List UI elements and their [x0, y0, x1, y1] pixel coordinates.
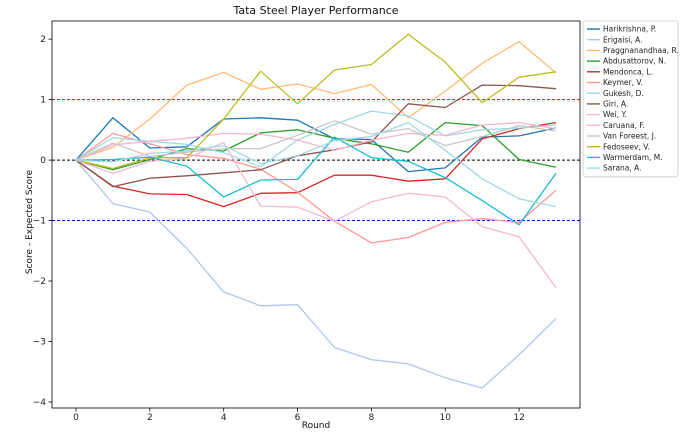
legend-label-12: Warmerdam, M. — [603, 153, 663, 162]
y-tick-label-4: 0 — [40, 156, 46, 166]
series-line-10 — [75, 120, 557, 161]
x-tick-label-6: 12 — [513, 413, 524, 423]
legend-label-13: Sarana, A. — [603, 164, 642, 173]
y-tick-label-6: 2 — [40, 35, 46, 45]
y-tick-label-5: 1 — [40, 96, 46, 106]
series-line-5 — [75, 132, 557, 244]
x-tick-label-3: 6 — [295, 413, 301, 423]
legend-label-0: Harikrishna, P. — [603, 25, 656, 34]
legend-label-10: Van Foreest, J. — [603, 132, 656, 141]
legend-label-4: Mendonca, L. — [603, 67, 653, 76]
legend-label-1: Erigaisi, A. — [603, 35, 643, 44]
legend-label-5: Keymer, V. — [603, 78, 643, 87]
x-tick-label-2: 4 — [221, 413, 227, 423]
y-tick-label-1: −3 — [33, 337, 46, 347]
x-axis: 0 2 4 6 8 10 12 — [73, 408, 525, 423]
legend-label-8: Wei, Y. — [603, 110, 627, 119]
series-line-1 — [75, 159, 557, 389]
series-line-12 — [75, 136, 557, 226]
plot-frame — [51, 20, 581, 409]
series-line-9 — [75, 141, 557, 289]
legend-label-7: Giri, A. — [603, 100, 628, 109]
legend-box — [582, 20, 679, 178]
legend-label-2: Praggnanandhaa, R. — [603, 46, 679, 55]
x-tick-label-0: 0 — [73, 413, 79, 423]
x-axis-label: Round — [302, 421, 330, 431]
series-line-4 — [75, 121, 557, 208]
y-tick-label-2: −2 — [33, 277, 46, 287]
chart-title: Tata Steel Player Performance — [232, 4, 398, 17]
series-line-13 — [75, 121, 557, 208]
legend-label-9: Caruana, F. — [603, 121, 645, 130]
legend-label-11: Fedoseev, V. — [603, 142, 650, 151]
series-line-0 — [75, 117, 557, 173]
legend-label-6: Gukesh, D. — [603, 89, 644, 98]
x-tick-label-5: 10 — [440, 413, 452, 423]
y-axis: −4 −3 −2 −1 0 1 2 — [33, 35, 52, 408]
legend-label-3: Abdusattorov, N. — [603, 57, 666, 66]
series-line-6 — [75, 110, 557, 168]
y-tick-label-0: −4 — [33, 398, 47, 408]
y-axis-label: Score - Expected Score — [25, 169, 35, 274]
y-tick-label-3: −1 — [33, 217, 46, 227]
series-line-8 — [75, 121, 557, 161]
series-line-11 — [75, 33, 557, 170]
x-tick-label-1: 2 — [147, 413, 153, 423]
series-line-7 — [75, 84, 557, 188]
x-tick-label-4: 8 — [369, 413, 375, 423]
series-line-2 — [75, 40, 557, 161]
legend: Harikrishna, P.Erigaisi, A. Praggnanandha… — [582, 20, 679, 178]
plot-area — [51, 20, 581, 409]
